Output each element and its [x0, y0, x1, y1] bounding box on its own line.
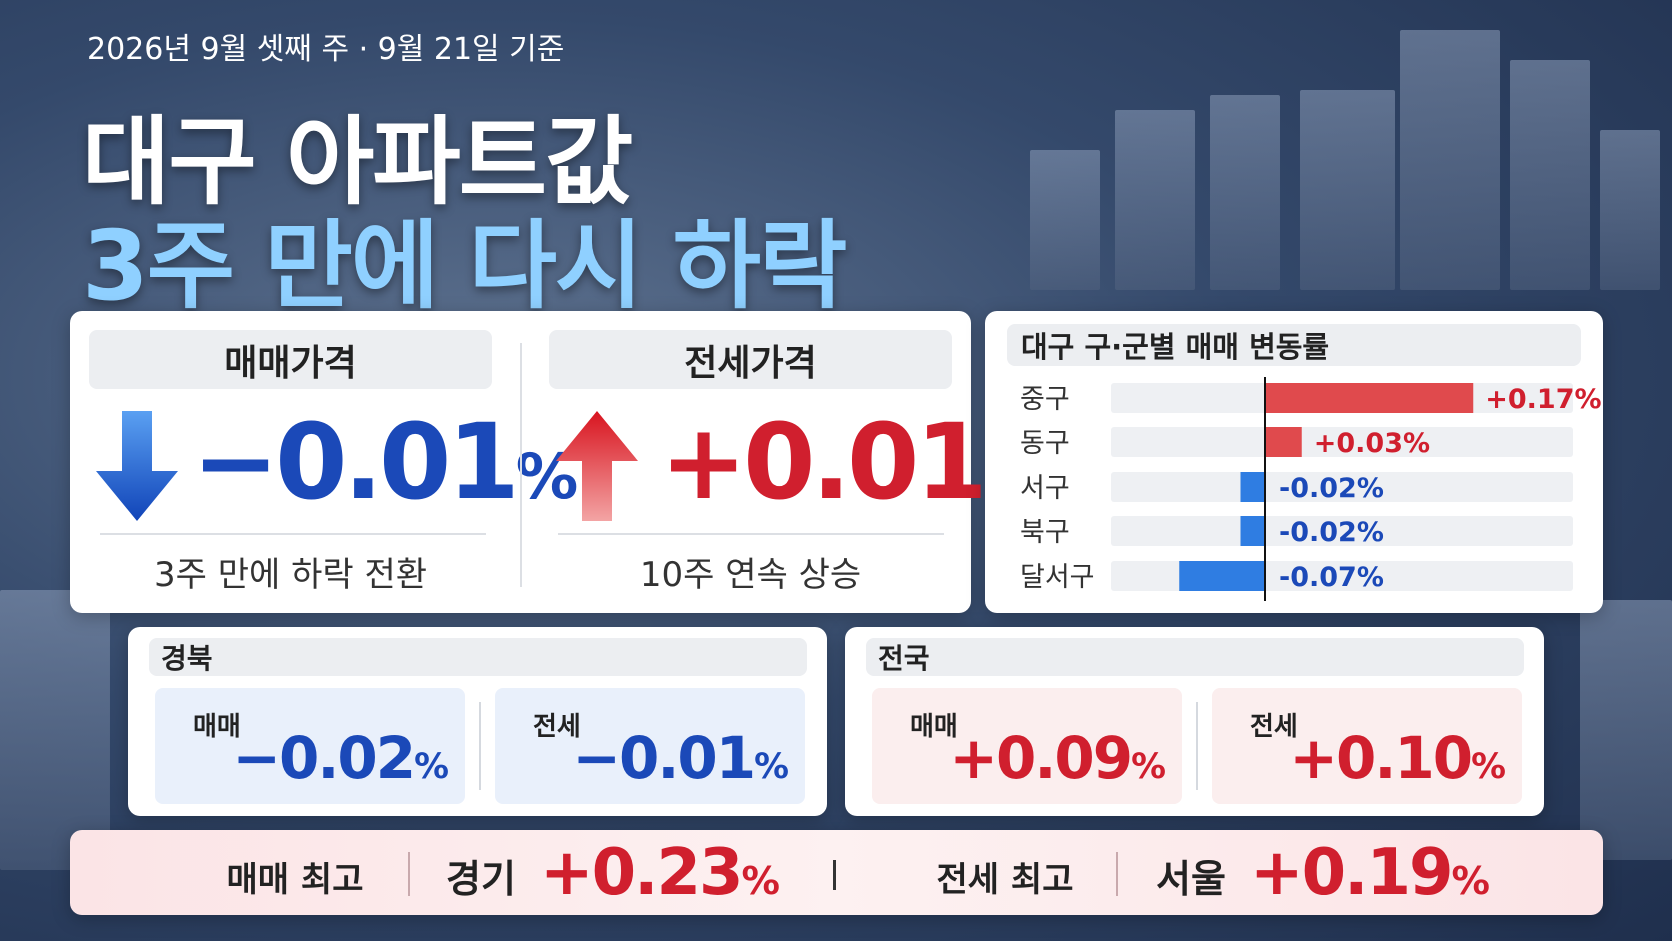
region-card: 경북 매매 −0.02% 전세 −0.01% [128, 627, 827, 816]
bar [1240, 472, 1265, 502]
district-title: 대구 구·군별 매매 변동률 [1007, 324, 1581, 366]
highlight-bar: 매매 최고 경기 +0.23% 전세 최고 서울 +0.19% [70, 830, 1603, 915]
sale-note: 3주 만에 하락 전환 [153, 555, 427, 595]
district-chart: 중구 +0.17% 동구 +0.03% 서구 -0.02% 북구 -0.02% 달서구 -0.07… [1020, 377, 1602, 601]
region-card: 전국 매매 +0.09% 전세 +0.10% [845, 627, 1544, 816]
number: −0.01 [192, 401, 520, 523]
item-label: 전세 [533, 712, 581, 742]
down-arrow [96, 411, 178, 521]
bar-track [1111, 427, 1573, 457]
item-label: 매매 [193, 712, 241, 742]
jeonse-header: 전세가격 [549, 330, 952, 389]
up-arrow [556, 411, 638, 521]
item-value: +0.09% [949, 724, 1166, 792]
jeonse-note: 10주 연속 상승 [639, 555, 862, 595]
value-label: -0.02% [1279, 517, 1384, 548]
bar [1240, 516, 1265, 546]
item-value: +0.10% [1289, 724, 1506, 792]
category-label: 동구 [1020, 428, 1070, 459]
bar-track [1111, 516, 1573, 546]
highlight-value: +0.19% [1250, 836, 1490, 910]
region-item: 전세 +0.10% [1212, 688, 1522, 804]
bar [1179, 561, 1265, 591]
bar [1265, 383, 1474, 413]
bar-track [1111, 472, 1573, 502]
number: −0.01 [572, 724, 756, 792]
region-item: 매매 −0.02% [155, 688, 465, 804]
bar [1265, 427, 1302, 457]
highlight-label: 매매 최고 [226, 860, 364, 900]
unit: % [1131, 747, 1166, 787]
title-line1: 대구 아파트값 [82, 106, 633, 218]
sale-value: −0.01% [192, 401, 578, 523]
number: +0.19 [1250, 836, 1454, 910]
number: +0.09 [949, 724, 1133, 792]
title-line2: 3주 만에 다시 하락 [82, 210, 847, 322]
unit: % [741, 859, 780, 904]
divider [520, 343, 522, 587]
daegu-card: 매매가격 −0.01% 3주 만에 하락 전환 전세가격 +0.01% 10주 … [70, 311, 1046, 613]
divider [479, 702, 481, 790]
value-label: -0.07% [1279, 562, 1384, 593]
highlight-region: 경기 [446, 857, 516, 901]
category-label: 중구 [1020, 384, 1070, 415]
divider [100, 533, 486, 535]
category-label: 서구 [1020, 473, 1070, 504]
divider [558, 533, 944, 535]
unit: % [414, 747, 449, 787]
sale-header: 매매가격 [89, 330, 492, 389]
value-label: -0.02% [1279, 473, 1384, 504]
number: +0.23 [540, 836, 744, 910]
value-label: +0.03% [1314, 428, 1430, 459]
divider [1116, 852, 1118, 896]
item-label: 전세 [1250, 712, 1298, 742]
category-label: 북구 [1020, 517, 1070, 548]
item-label: 매매 [910, 712, 958, 742]
value-label: +0.17% [1485, 384, 1601, 415]
region-item: 전세 −0.01% [495, 688, 805, 804]
district-card: 대구 구·군별 매매 변동률 중구 +0.17% 동구 +0.03% 서구 -0.02% 북… [985, 311, 1603, 613]
divider [408, 852, 410, 896]
number: +0.01 [660, 401, 988, 523]
highlight-value: +0.23% [540, 836, 780, 910]
number: −0.02 [232, 724, 416, 792]
region-name: 경북 [149, 638, 807, 676]
unit: % [1451, 859, 1490, 904]
unit: % [754, 747, 789, 787]
highlight-label: 전세 최고 [936, 860, 1074, 900]
date: 2026년 9월 셋째 주 · 9월 21일 기준 [87, 32, 565, 67]
separator [833, 860, 836, 890]
item-value: −0.01% [572, 724, 789, 792]
highlight-region: 서울 [1156, 857, 1226, 901]
number: +0.10 [1289, 724, 1473, 792]
unit: % [1471, 747, 1506, 787]
divider [1196, 702, 1198, 790]
category-label: 달서구 [1020, 562, 1095, 593]
item-value: −0.02% [232, 724, 449, 792]
region-name: 전국 [866, 638, 1524, 676]
region-item: 매매 +0.09% [872, 688, 1182, 804]
